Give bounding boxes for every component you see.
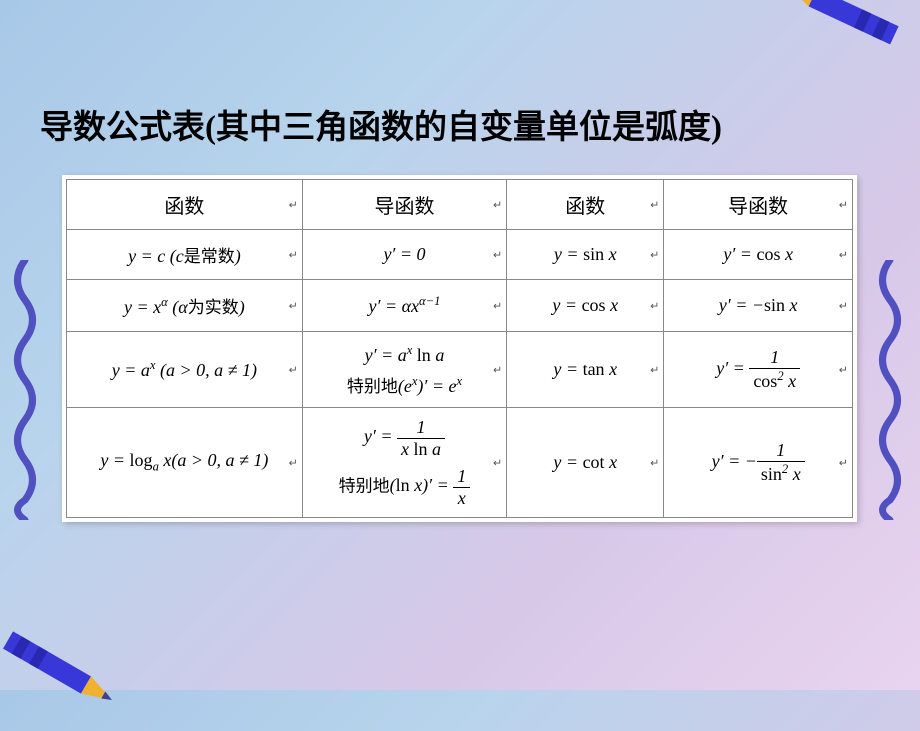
cell-deriv-power: y′ = αxα−1 ↵ [302, 280, 506, 332]
cell-deriv-cos: y′ = −sin x ↵ [664, 280, 853, 332]
cell-func-constant: y = c (c是常数) ↵ [67, 230, 303, 280]
table-row: y = xα (α为实数) ↵ y′ = αxα−1 ↵ y = cos x ↵… [67, 280, 853, 332]
cell-deriv-cot: y′ = −1sin2 x ↵ [664, 408, 853, 518]
cell-deriv-sin: y′ = cos x ↵ [664, 230, 853, 280]
cell-deriv-log: y′ = 1x ln a 特别地(ln x)′ = 1x ↵ [302, 408, 506, 518]
derivative-table-container: 函数↵ 导函数↵ 函数↵ 导函数↵ y = c (c是常数) ↵ y′ = 0 … [62, 175, 857, 522]
cell-deriv-exp: y′ = ax ln a 特别地(ex)′ = ex ↵ [302, 332, 506, 408]
cell-func-exp: y = ax (a > 0, a ≠ 1) ↵ [67, 332, 303, 408]
crayon-decoration-top-right [764, 0, 916, 67]
derivative-table: 函数↵ 导函数↵ 函数↵ 导函数↵ y = c (c是常数) ↵ y′ = 0 … [66, 179, 853, 518]
col-header-function-1: 函数↵ [67, 180, 303, 230]
cell-func-sin: y = sin x ↵ [507, 230, 664, 280]
slide-title: 导数公式表(其中三角函数的自变量单位是弧度) [40, 100, 880, 148]
table-row: y = c (c是常数) ↵ y′ = 0 ↵ y = sin x ↵ y′ =… [67, 230, 853, 280]
table-row: y = ax (a > 0, a ≠ 1) ↵ y′ = ax ln a 特别地… [67, 332, 853, 408]
squiggle-decoration-left [10, 260, 40, 525]
cell-func-tan: y = tan x ↵ [507, 332, 664, 408]
cell-func-power: y = xα (α为实数) ↵ [67, 280, 303, 332]
col-header-derivative-2: 导函数↵ [664, 180, 853, 230]
col-header-function-2: 函数↵ [507, 180, 664, 230]
squiggle-decoration-right [875, 260, 905, 525]
table-header-row: 函数↵ 导函数↵ 函数↵ 导函数↵ [67, 180, 853, 230]
col-header-derivative-1: 导函数↵ [302, 180, 506, 230]
cell-deriv-tan: y′ = 1cos2 x ↵ [664, 332, 853, 408]
cell-func-cos: y = cos x ↵ [507, 280, 664, 332]
cell-deriv-constant: y′ = 0 ↵ [302, 230, 506, 280]
cell-func-cot: y = cot x ↵ [507, 408, 664, 518]
table-row: y = loga x(a > 0, a ≠ 1) ↵ y′ = 1x ln a … [67, 408, 853, 518]
cell-func-log: y = loga x(a > 0, a ≠ 1) ↵ [67, 408, 303, 518]
crayon-decoration-bottom-left [0, 609, 136, 731]
